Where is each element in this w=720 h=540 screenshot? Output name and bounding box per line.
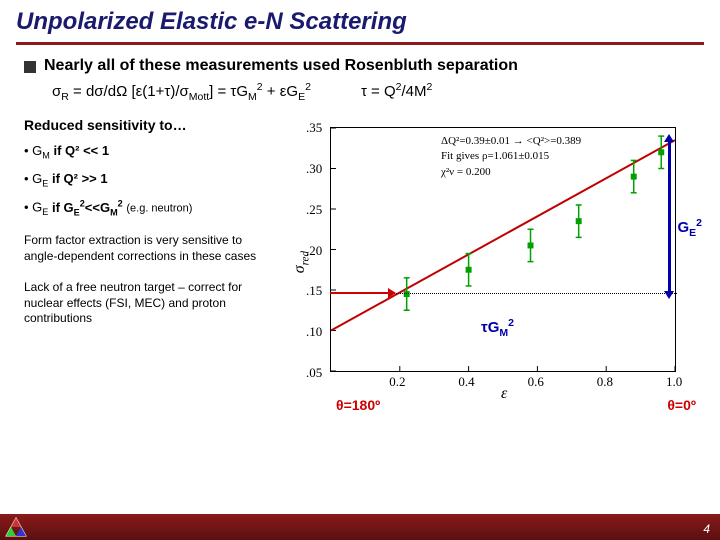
y-tick: .35 (306, 120, 322, 136)
legend-line-2: Fit gives ρ=1.061±0.015 (441, 149, 581, 164)
chart-wrap: σred ΔQ²=0.39±0.01 → <Q²>=0.389 Fit give… (286, 117, 696, 417)
formula-line: σR = dσ/dΩ [ε(1+τ)/σMott] = τGM2 + εGE2 … (52, 81, 696, 103)
sens-item-1: • GM if Q² << 1 (24, 143, 276, 161)
theta-left-label: θ=180º (336, 397, 380, 413)
page-title: Unpolarized Elastic e-N Scattering (16, 8, 704, 36)
chart-column: σred ΔQ²=0.39±0.01 → <Q²>=0.389 Fit give… (286, 117, 696, 417)
content-area: Nearly all of these measurements used Ro… (0, 57, 720, 417)
footer-bar: 4 (0, 514, 720, 540)
sens2-cond: if Q² >> 1 (52, 171, 108, 186)
x-axis-label: ε (501, 385, 507, 403)
para-2: Lack of a free neutron target – correct … (24, 280, 276, 327)
sensitivity-title: Reduced sensitivity to… (24, 117, 276, 133)
x-tick: 0.4 (458, 374, 474, 390)
y-tick: .05 (306, 365, 322, 381)
para-1: Form factor extraction is very sensitive… (24, 233, 276, 264)
sens-item-2: • GE if Q² >> 1 (24, 171, 276, 189)
y-tick: .10 (306, 324, 322, 340)
ge2-arrow (668, 140, 671, 293)
sens3-note: (e.g. neutron) (126, 203, 192, 215)
main-row: Reduced sensitivity to… • GM if Q² << 1 … (24, 117, 696, 417)
x-tick: 1.0 (666, 374, 682, 390)
tgm2-arrow (330, 292, 390, 294)
bullet-line: Nearly all of these measurements used Ro… (24, 57, 696, 75)
legend-line-1: ΔQ²=0.39±0.01 → <Q²>=0.389 (441, 134, 581, 149)
formula-right: τ = Q2/4M2 (361, 83, 432, 100)
x-tick: 0.8 (597, 374, 613, 390)
tgm2-label: τGM2 (481, 317, 514, 339)
bullet-square-icon (24, 61, 36, 73)
chart-legend: ΔQ²=0.39±0.01 → <Q²>=0.389 Fit gives ρ=1… (441, 134, 581, 180)
y-tick: .25 (306, 202, 322, 218)
bullet-text: Nearly all of these measurements used Ro… (44, 57, 518, 75)
title-bar: Unpolarized Elastic e-N Scattering (0, 0, 720, 40)
y-tick: .20 (306, 243, 322, 259)
page-number: 4 (703, 522, 710, 536)
y-tick: .30 (306, 161, 322, 177)
ge2-label: GE2 (677, 217, 702, 239)
x-tick: 0.6 (528, 374, 544, 390)
x-tick: 0.2 (389, 374, 405, 390)
horizontal-rule (16, 42, 704, 45)
argonne-logo-icon (4, 516, 28, 538)
theta-right-label: θ=0º (667, 397, 696, 413)
formula-left: σR = dσ/dΩ [ε(1+τ)/σMott] = τGM2 + εGE2 (52, 83, 311, 100)
sens1-cond: if Q² << 1 (53, 143, 109, 158)
y-tick: .15 (306, 283, 322, 299)
sens-item-3: • GE if GE2<<GM2 (e.g. neutron) (24, 198, 276, 217)
legend-line-3: χ²ν = 0.200 (441, 165, 581, 180)
left-column: Reduced sensitivity to… • GM if Q² << 1 … (24, 117, 286, 417)
